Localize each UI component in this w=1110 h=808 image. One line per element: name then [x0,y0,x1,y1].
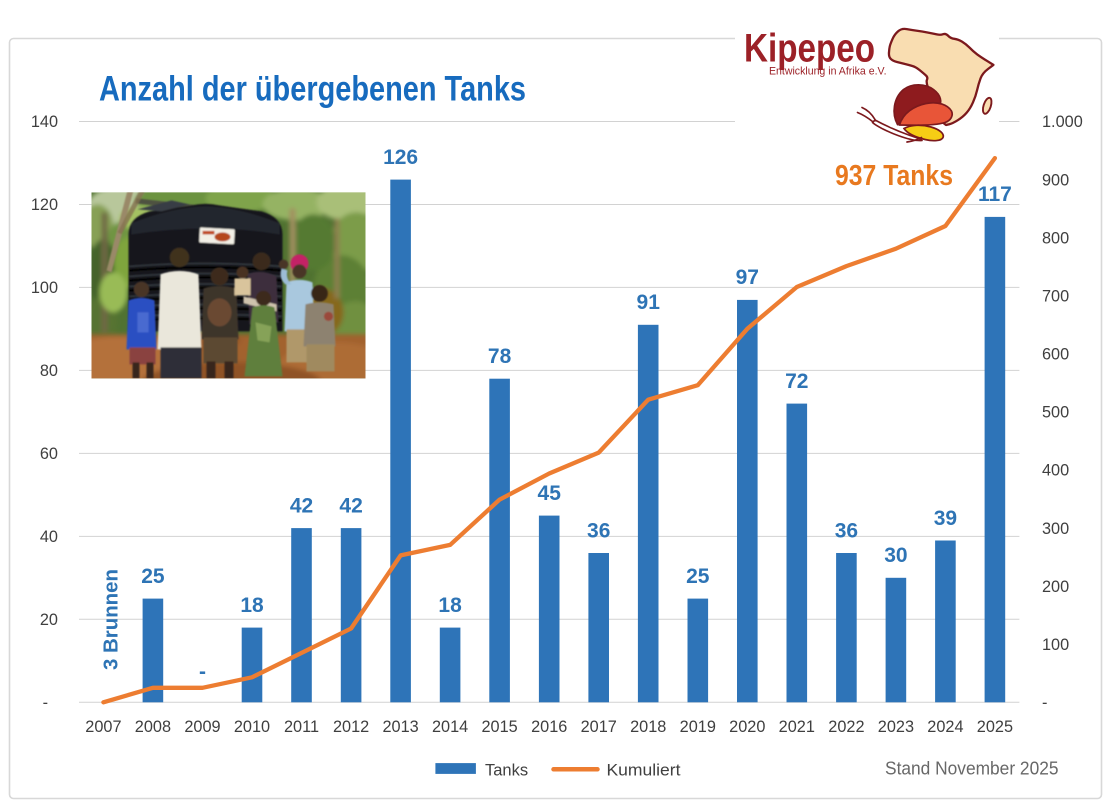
svg-text:Kumuliert: Kumuliert [607,762,681,780]
svg-text:700: 700 [1042,287,1069,305]
svg-text:18: 18 [438,594,462,617]
svg-text:800: 800 [1042,229,1069,247]
svg-text:2022: 2022 [828,718,864,736]
svg-text:2018: 2018 [630,718,666,736]
svg-text:937 Tanks: 937 Tanks [835,160,953,192]
svg-text:100: 100 [31,279,58,297]
svg-text:1.000: 1.000 [1042,113,1083,131]
svg-text:72: 72 [785,370,808,393]
svg-text:25: 25 [686,565,710,588]
svg-text:91: 91 [637,291,661,314]
svg-text:25: 25 [141,565,165,588]
svg-text:2025: 2025 [977,718,1013,736]
svg-text:117: 117 [978,183,1012,206]
svg-text:2013: 2013 [382,718,418,736]
svg-text:2010: 2010 [234,718,270,736]
svg-text:-: - [43,694,48,712]
svg-text:2009: 2009 [184,718,220,736]
svg-text:2016: 2016 [531,718,567,736]
svg-text:60: 60 [40,445,58,463]
svg-text:200: 200 [1042,578,1069,596]
svg-text:80: 80 [40,362,58,380]
svg-text:78: 78 [488,345,512,368]
svg-text:600: 600 [1042,346,1069,364]
svg-text:900: 900 [1042,171,1069,189]
svg-text:2015: 2015 [481,718,517,736]
svg-text:36: 36 [587,519,610,542]
svg-text:2008: 2008 [135,718,171,736]
svg-text:140: 140 [31,113,58,131]
svg-text:3 Brunnen: 3 Brunnen [101,569,123,670]
svg-text:42: 42 [339,494,362,517]
svg-text:45: 45 [538,482,562,505]
svg-text:2020: 2020 [729,718,765,736]
svg-text:20: 20 [40,611,58,629]
svg-text:Entwicklung in Afrika e.V.: Entwicklung in Afrika e.V. [769,66,887,78]
svg-text:2024: 2024 [927,718,963,736]
svg-text:2011: 2011 [284,718,319,736]
svg-text:2014: 2014 [432,718,468,736]
svg-text:-: - [199,661,206,684]
svg-text:400: 400 [1042,462,1069,480]
svg-text:36: 36 [835,519,858,542]
svg-text:-: - [1042,694,1047,712]
svg-text:500: 500 [1042,404,1069,422]
svg-text:30: 30 [884,544,907,567]
svg-text:2023: 2023 [878,718,914,736]
svg-text:2012: 2012 [333,718,369,736]
svg-text:126: 126 [383,146,418,169]
svg-text:2019: 2019 [680,718,716,736]
svg-text:39: 39 [934,507,957,530]
svg-text:2007: 2007 [85,718,121,736]
svg-text:100: 100 [1042,636,1069,654]
svg-text:Kipepeo: Kipepeo [744,27,875,71]
svg-text:18: 18 [240,594,264,617]
svg-text:40: 40 [40,528,58,546]
svg-text:Stand November 2025: Stand November 2025 [885,758,1059,778]
svg-text:120: 120 [31,196,58,214]
svg-text:Anzahl der übergebenen Tanks: Anzahl der übergebenen Tanks [99,69,526,108]
svg-text:2017: 2017 [581,718,617,736]
svg-text:Tanks: Tanks [485,762,528,780]
svg-text:2021: 2021 [779,718,815,736]
svg-text:42: 42 [290,494,313,517]
svg-text:97: 97 [736,266,759,289]
svg-text:300: 300 [1042,520,1069,538]
